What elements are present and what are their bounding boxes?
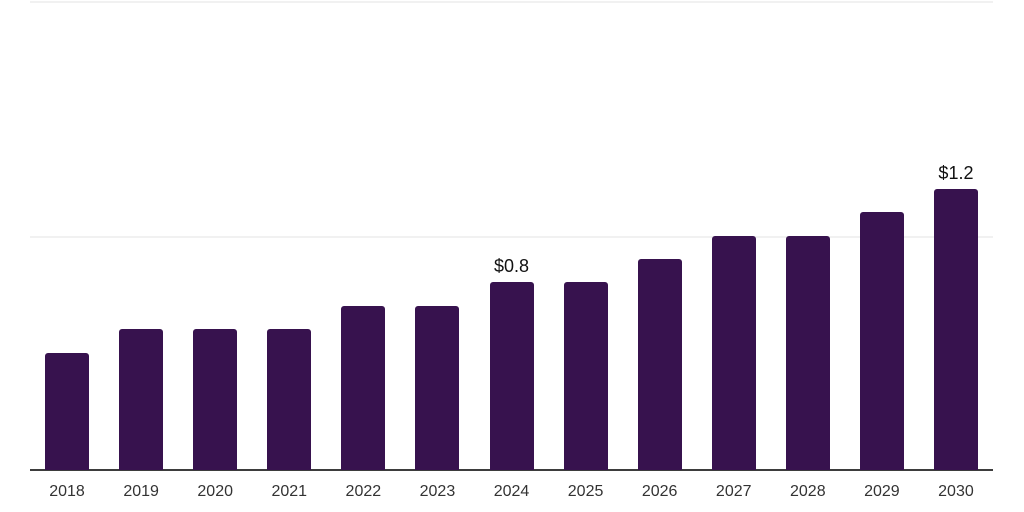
gridline: [30, 1, 993, 3]
x-tick-label-2018: 2018: [49, 483, 85, 500]
bar-2025: [563, 282, 608, 470]
bar-2028: [785, 235, 830, 470]
bar-2024: [489, 282, 534, 470]
x-tick-label-2020: 2020: [197, 483, 233, 500]
x-tick-label-2029: 2029: [864, 483, 900, 500]
bar-value-label: $1.2: [938, 162, 974, 183]
bar-2022: [341, 305, 386, 470]
gridline: [30, 235, 993, 238]
x-tick-label-2021: 2021: [271, 483, 308, 500]
x-tick-label-2028: 2028: [790, 483, 826, 500]
bar-2026: [637, 258, 682, 470]
bar-2030: [933, 188, 978, 470]
bar-2019: [119, 329, 164, 470]
bar-2021: [267, 329, 312, 470]
bar-value-label: $0.8: [493, 256, 530, 277]
x-tick-label-2022: 2022: [345, 483, 382, 500]
bar-2029: [859, 212, 904, 470]
x-tick-label-2030: 2030: [938, 483, 974, 500]
x-axis-line: [30, 469, 993, 471]
x-tick-label-2025: 2025: [567, 483, 604, 500]
x-tick-label-2023: 2023: [419, 483, 456, 500]
bar-2027: [711, 235, 756, 470]
x-tick-label-2027: 2027: [715, 483, 752, 500]
bar-2020: [193, 329, 238, 470]
bar-2023: [415, 305, 460, 470]
x-tick-label-2019: 2019: [123, 483, 159, 500]
plot-area: $0.8 $1.2: [30, 1, 993, 471]
bar-2018: [45, 352, 90, 470]
x-tick-label-2026: 2026: [641, 483, 678, 500]
x-tick-label-2024: 2024: [493, 483, 530, 500]
